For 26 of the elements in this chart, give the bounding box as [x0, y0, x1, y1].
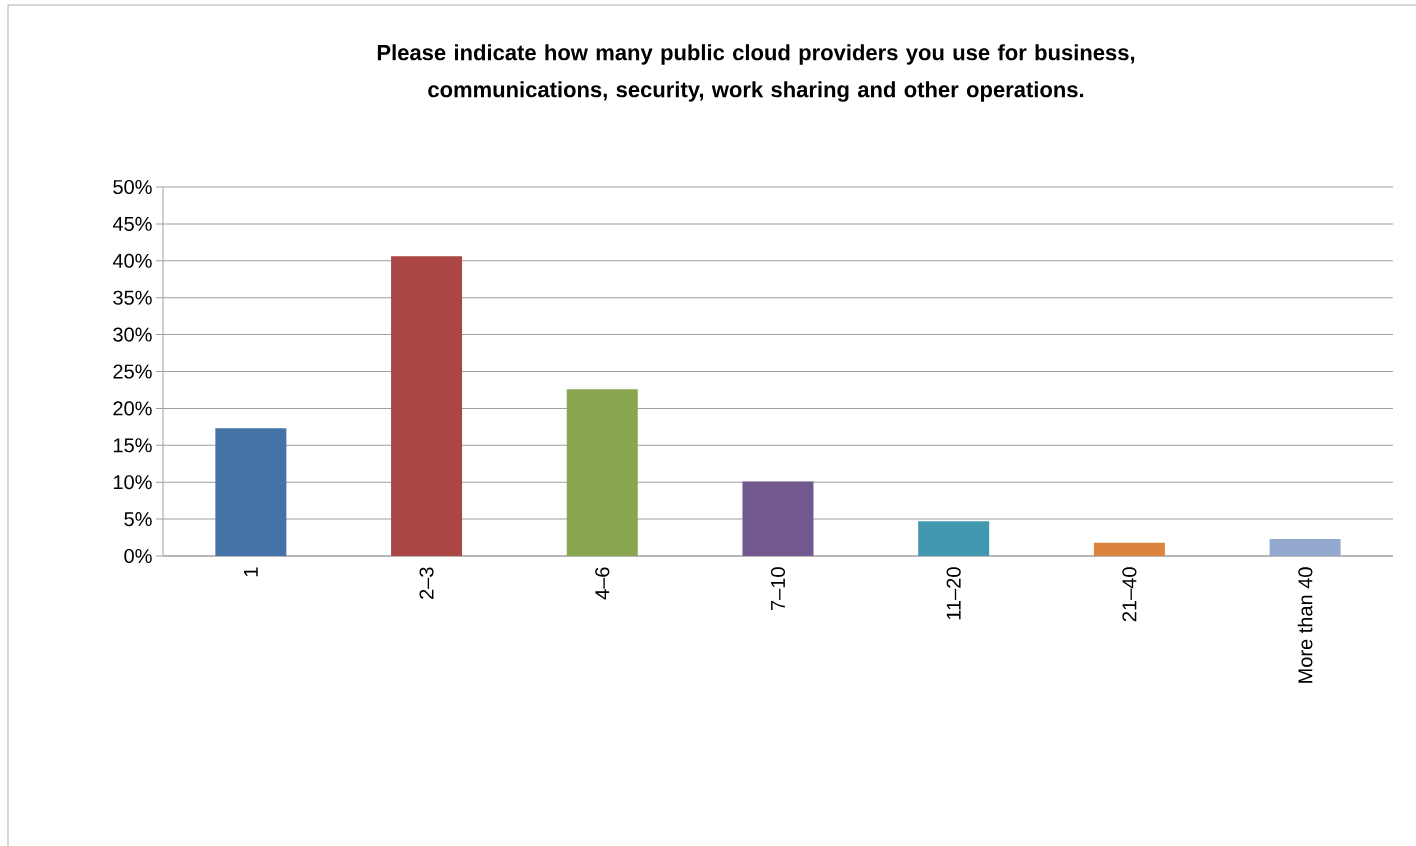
bar [1269, 539, 1341, 556]
y-tick-label: 0% [124, 548, 152, 564]
chart-title: Please indicate how many public cloud providers you use for business, communications, security, work sharing and other operations. [377, 44, 1135, 102]
y-tick-label: 5% [124, 512, 152, 527]
x-tick-label: More than 40 [1297, 567, 1313, 683]
bar [215, 428, 287, 556]
x-tick-label: 4–6 [595, 567, 610, 600]
y-tick-label: 20% [113, 401, 152, 416]
x-tick-label: 21–40 [1122, 567, 1137, 622]
x-tick-label: 1 [243, 567, 258, 577]
bar [566, 389, 638, 556]
y-tick-label: 45% [112, 216, 152, 231]
bar [391, 256, 463, 556]
bar [742, 481, 814, 556]
x-tick-label: 7–10 [770, 567, 786, 610]
bar [1093, 542, 1165, 556]
y-tick-label: 30% [113, 327, 152, 342]
y-tick-label: 15% [113, 438, 152, 453]
x-tick-label: 2–3 [419, 567, 434, 599]
y-tick-label: 35% [113, 290, 152, 305]
y-tick-label: 10% [113, 475, 152, 490]
bar [918, 521, 990, 556]
x-tick-label: 11–20 [946, 567, 961, 620]
y-tick-label: 25% [113, 364, 152, 379]
y-tick-label: 50% [113, 179, 152, 195]
y-tick-label: 40% [112, 253, 152, 268]
